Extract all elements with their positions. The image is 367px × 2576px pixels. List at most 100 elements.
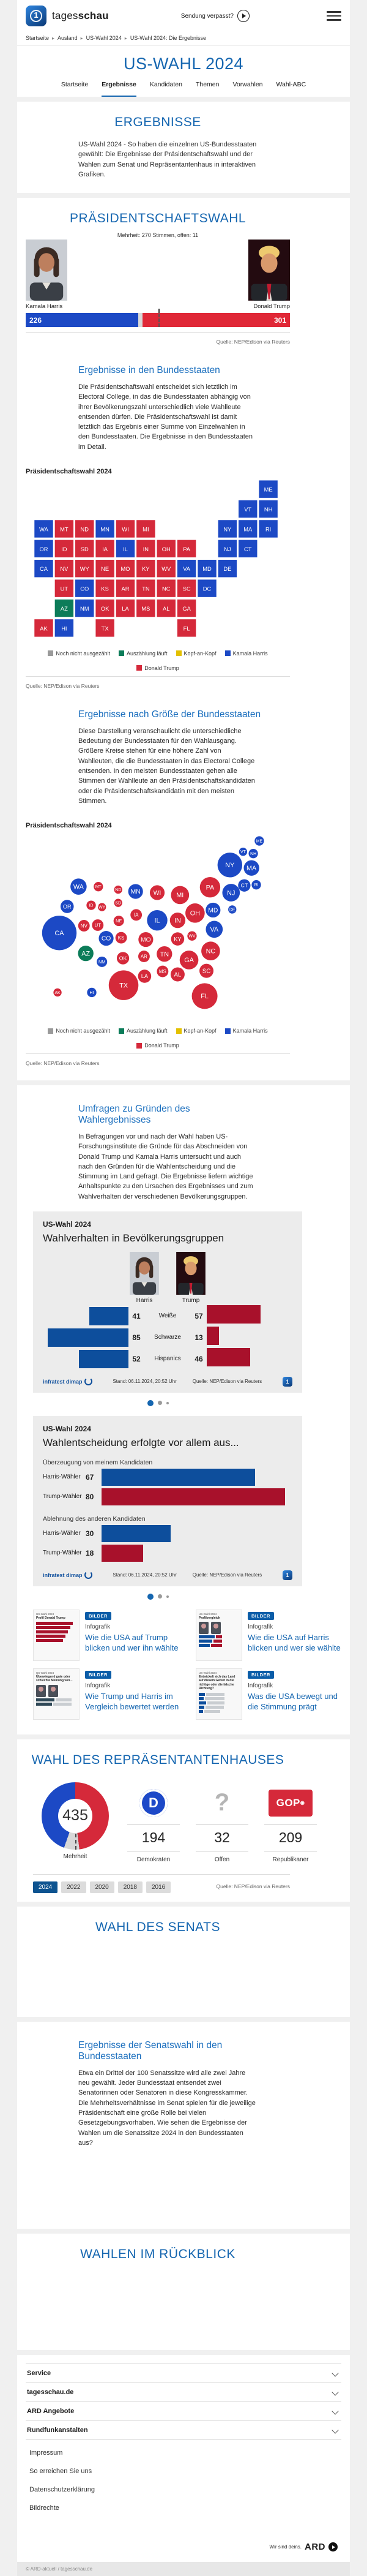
state-tile-SC[interactable]: SC bbox=[176, 579, 197, 598]
state-tile-NC[interactable]: NC bbox=[156, 579, 176, 598]
state-bubble-NY[interactable]: NY bbox=[217, 853, 243, 878]
teaser-title[interactable]: Wie Trump und Harris im Vergleich bewert… bbox=[85, 1691, 179, 1712]
footer-link[interactable]: So erreichen Sie uns bbox=[29, 2468, 92, 2476]
footer-link[interactable]: Impressum bbox=[29, 2449, 63, 2457]
carousel-dot[interactable] bbox=[166, 1401, 169, 1404]
state-bubble-TN[interactable]: TN bbox=[157, 946, 172, 962]
play-icon[interactable] bbox=[237, 10, 250, 22]
state-tile-CA[interactable]: CA bbox=[34, 559, 54, 578]
footer-accordion-rundfunkanstalten[interactable]: Rundfunkanstalten bbox=[26, 2420, 341, 2441]
state-bubble-SC[interactable]: SC bbox=[199, 963, 214, 978]
tab-startseite[interactable]: Startseite bbox=[61, 81, 89, 88]
state-tile-IL[interactable]: IL bbox=[115, 539, 136, 558]
state-tile-LA[interactable]: LA bbox=[115, 598, 136, 618]
state-tile-WA[interactable]: WA bbox=[34, 519, 54, 538]
state-tile-MO[interactable]: MO bbox=[115, 559, 136, 578]
tab-kandidaten[interactable]: Kandidaten bbox=[149, 81, 182, 88]
state-tile-ND[interactable]: ND bbox=[75, 519, 95, 538]
state-tile-OK[interactable]: OK bbox=[95, 598, 115, 618]
state-tile-OR[interactable]: OR bbox=[34, 539, 54, 558]
tab-wahl-abc[interactable]: Wahl-ABC bbox=[276, 81, 306, 88]
state-tile-MS[interactable]: MS bbox=[136, 598, 156, 618]
year-chip-2018[interactable]: 2018 bbox=[117, 1881, 143, 1893]
teaser-card[interactable]: US-Wahl 2024 Profilvergleich BILDER Infogra… bbox=[196, 1609, 350, 1661]
state-bubble-NH[interactable]: NH bbox=[248, 849, 258, 859]
state-bubble-MD[interactable]: MD bbox=[206, 902, 221, 918]
state-bubble-NV[interactable]: NV bbox=[78, 920, 90, 932]
state-tile-NE[interactable]: NE bbox=[95, 559, 115, 578]
state-bubble-MT[interactable]: MT bbox=[94, 882, 103, 892]
year-chip-2022[interactable]: 2022 bbox=[61, 1881, 86, 1893]
state-bubble-NE[interactable]: NE bbox=[113, 916, 124, 927]
state-tile-DE[interactable]: DE bbox=[217, 559, 238, 578]
state-bubble-IL[interactable]: IL bbox=[147, 910, 168, 931]
state-tile-CT[interactable]: CT bbox=[238, 539, 258, 558]
state-tile-TN[interactable]: TN bbox=[136, 579, 156, 598]
state-bubble-WV[interactable]: WV bbox=[187, 931, 197, 941]
state-tile-KS[interactable]: KS bbox=[95, 579, 115, 598]
teaser-card[interactable]: US-Wahl 2024 Entwickelt sich das Land auf… bbox=[196, 1668, 350, 1720]
footer-accordion-service[interactable]: Service bbox=[26, 2363, 341, 2382]
state-tile-VA[interactable]: VA bbox=[176, 559, 197, 578]
state-bubble-CA[interactable]: CA bbox=[42, 916, 77, 951]
state-tile-ME[interactable]: ME bbox=[258, 480, 278, 499]
breadcrumb-item[interactable]: Startseite bbox=[26, 35, 50, 41]
state-bubble-KY[interactable]: KY bbox=[171, 932, 185, 946]
carousel-dot[interactable] bbox=[157, 1594, 162, 1599]
state-bubble-VT[interactable]: VT bbox=[239, 848, 248, 856]
state-bubble-HI[interactable]: HI bbox=[87, 987, 97, 998]
state-bubble-IA[interactable]: IA bbox=[130, 909, 143, 921]
state-bubble-ME[interactable]: ME bbox=[254, 836, 264, 846]
state-tile-DC[interactable]: DC bbox=[197, 579, 217, 598]
state-bubble-OR[interactable]: OR bbox=[60, 900, 74, 913]
state-bubble-DE[interactable]: DE bbox=[228, 905, 237, 914]
carousel-dot-active[interactable] bbox=[147, 1593, 154, 1600]
state-bubble-WA[interactable]: WA bbox=[70, 878, 87, 895]
states-heading[interactable]: Ergebnisse in den Bundesstaaten bbox=[78, 365, 220, 376]
state-tile-KY[interactable]: KY bbox=[136, 559, 156, 578]
state-tile-AL[interactable]: AL bbox=[156, 598, 176, 618]
umfragen-heading[interactable]: Umfragen zu Gründen des Wahlergebnisses bbox=[78, 1104, 190, 1126]
state-tile-NY[interactable]: NY bbox=[217, 519, 238, 538]
footer-accordion-ardangebote[interactable]: ARD Angebote bbox=[26, 2401, 341, 2420]
state-tile-AR[interactable]: AR bbox=[115, 579, 136, 598]
state-bubble-MS[interactable]: MS bbox=[157, 965, 169, 977]
state-bubble-NM[interactable]: NM bbox=[97, 956, 108, 967]
state-bubble-IN[interactable]: IN bbox=[169, 913, 186, 928]
state-tile-MT[interactable]: MT bbox=[54, 519, 75, 538]
state-tile-IN[interactable]: IN bbox=[136, 539, 156, 558]
state-tile-CO[interactable]: CO bbox=[75, 579, 95, 598]
state-tile-MA[interactable]: MA bbox=[238, 519, 258, 538]
state-bubble-TX[interactable]: TX bbox=[108, 970, 139, 1000]
size-heading[interactable]: Ergebnisse nach Größe der Bundesstaaten bbox=[78, 709, 261, 720]
state-tile-PA[interactable]: PA bbox=[176, 539, 197, 558]
breadcrumb-item[interactable]: US-Wahl 2024 bbox=[86, 35, 122, 41]
senate-states-heading[interactable]: Ergebnisse der Senatswahl in den Bundess… bbox=[78, 2039, 223, 2062]
state-bubble-PA[interactable]: PA bbox=[199, 877, 221, 898]
state-tile-AK[interactable]: AK bbox=[34, 619, 54, 638]
state-bubble-NC[interactable]: NC bbox=[201, 941, 220, 961]
state-bubble-UT[interactable]: UT bbox=[92, 919, 104, 931]
footer-link[interactable]: Bildrechte bbox=[29, 2504, 59, 2512]
year-chip-2020[interactable]: 2020 bbox=[89, 1881, 114, 1893]
state-bubble-AL[interactable]: AL bbox=[170, 967, 185, 982]
tab-ergebnisse[interactable]: Ergebnisse bbox=[102, 81, 136, 97]
state-tile-TX[interactable]: TX bbox=[95, 619, 115, 638]
brand-wordmark[interactable]: tagesschau bbox=[52, 10, 109, 21]
state-bubble-MN[interactable]: MN bbox=[128, 884, 143, 899]
teaser-card[interactable]: US-Wahl 2024 Überwiegend gute oder schlec… bbox=[33, 1668, 187, 1720]
missed-show-button[interactable]: Sendung verpasst? bbox=[181, 10, 250, 22]
state-bubble-CT[interactable]: CT bbox=[238, 879, 251, 892]
carousel-dot-active[interactable] bbox=[147, 1399, 154, 1406]
state-tile-SD[interactable]: SD bbox=[75, 539, 95, 558]
state-bubble-ND[interactable]: ND bbox=[114, 885, 122, 894]
tab-themen[interactable]: Themen bbox=[195, 81, 220, 88]
year-chip-2016[interactable]: 2016 bbox=[146, 1881, 171, 1893]
breadcrumb-item[interactable]: Ausland bbox=[57, 35, 78, 41]
state-tile-MI[interactable]: MI bbox=[136, 519, 156, 538]
state-bubble-RI[interactable]: RI bbox=[251, 880, 261, 890]
carousel-dot[interactable] bbox=[166, 1595, 169, 1598]
state-bubble-OH[interactable]: OH bbox=[185, 903, 205, 923]
state-tile-NJ[interactable]: NJ bbox=[217, 539, 238, 558]
state-tile-UT[interactable]: UT bbox=[54, 579, 75, 598]
